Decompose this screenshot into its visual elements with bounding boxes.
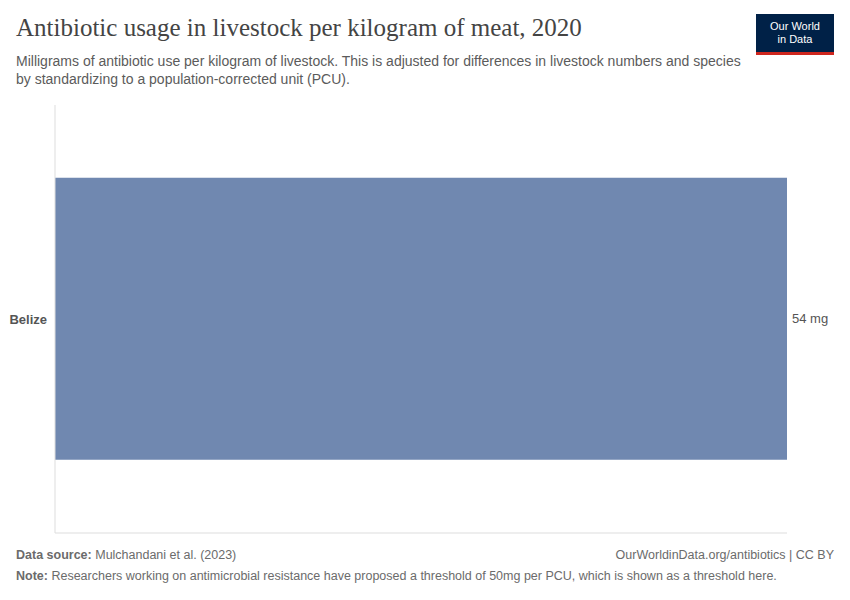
html-text:OurWorldinData.org/antibiotics: OurWorldinData.org/antibiotics | CC BY [615,548,834,562]
html-text:Our World: Our World [770,20,820,32]
svg-text:54 mg: 54 mg [792,311,828,326]
html-text:in Data: in Data [777,33,813,45]
html-text:Antibiotic usage in livestock: Antibiotic usage in livestock per kilogr… [16,14,582,41]
svg-text:Belize: Belize [9,312,47,327]
html-text:Note: Researchers working on a: Note: Researchers working on antimicrobi… [16,569,777,583]
html-text:Milligrams of antibiotic use p: Milligrams of antibiotic use per kilogra… [16,53,741,87]
html-text:Data source: Mulchandani et al: Data source: Mulchandani et al. (2023) [16,548,237,562]
